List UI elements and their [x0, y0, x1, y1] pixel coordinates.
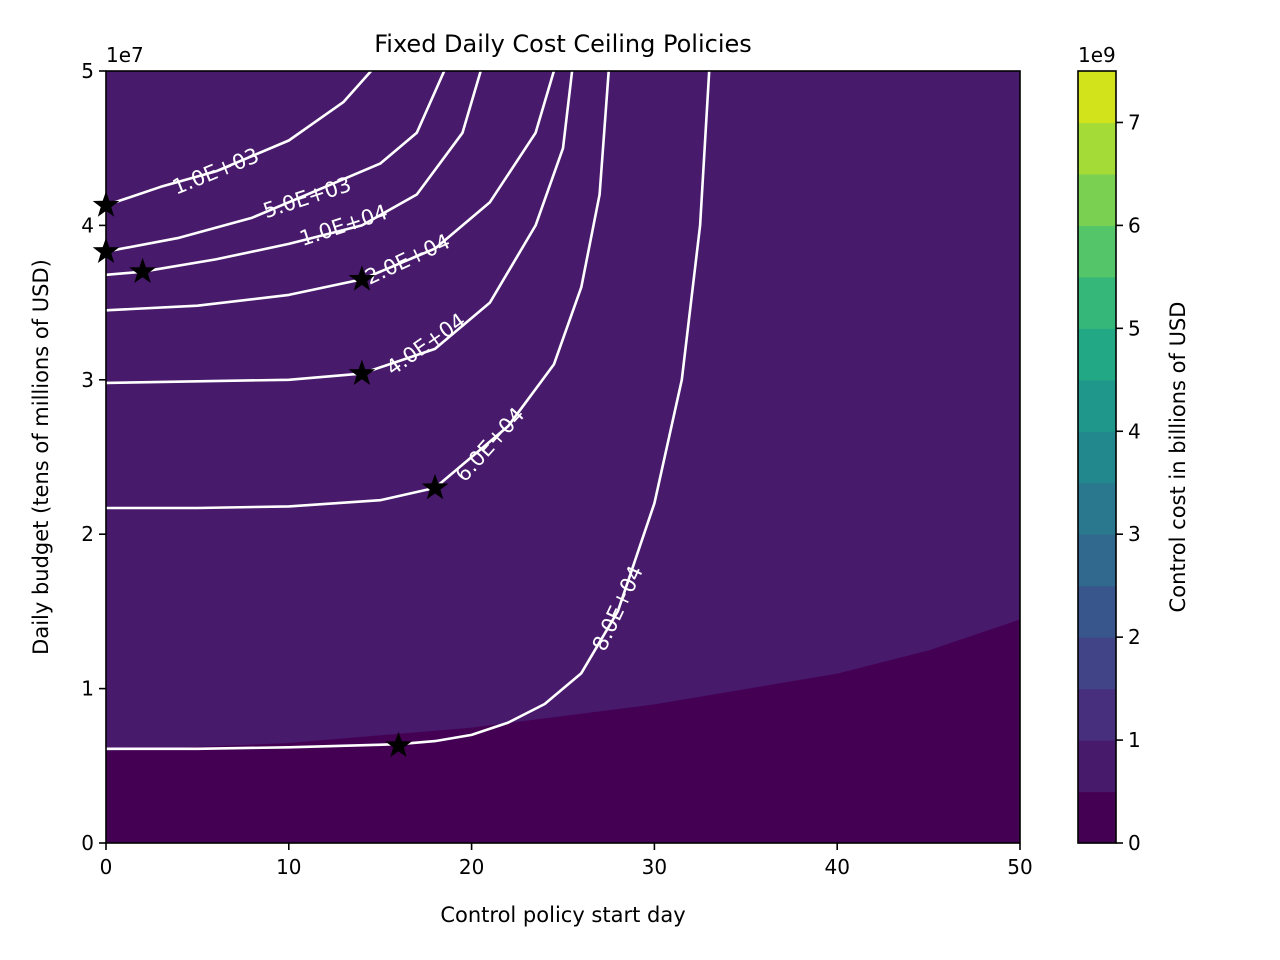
colorbar-tick-label: 3: [1128, 522, 1141, 546]
y-tick-label: 2: [81, 522, 94, 546]
colorbar-tick-label: 2: [1128, 625, 1141, 649]
colorbar-segment: [1078, 585, 1116, 638]
colorbar-segment: [1078, 482, 1116, 535]
star-marker: [421, 473, 449, 500]
star-marker: [385, 731, 412, 758]
y-tick-label: 3: [81, 368, 94, 392]
colorbar-offset-label: 1e9: [1078, 43, 1116, 67]
contour-line: [106, 71, 446, 253]
colorbar-segment: [1078, 225, 1116, 278]
star-marker: [348, 359, 376, 385]
colorbar: 0 1 2 3 4 5 6 7: [1077, 70, 1141, 855]
colorbar-tick-label: 6: [1128, 213, 1141, 237]
x-tick-label: 50: [1007, 855, 1032, 879]
colorbar-segment: [1078, 534, 1116, 587]
contour-line: [106, 71, 556, 312]
y-tick-label: 4: [81, 213, 94, 237]
plot-frame: [105, 70, 1021, 844]
colorbar-segment: [1078, 688, 1116, 741]
colorbar-segment: [1078, 379, 1116, 432]
colorbar-segment: [1078, 276, 1116, 329]
star-marker: [348, 265, 376, 291]
colorbar-segment: [1078, 328, 1116, 381]
colorbar-segment: [1078, 791, 1116, 844]
contour-line: [106, 71, 610, 510]
colorbar-tick-label: 0: [1128, 831, 1141, 855]
y-tick-label: 5: [81, 59, 94, 83]
colorbar-segment: [1078, 122, 1116, 175]
x-tick-label: 0: [100, 855, 113, 879]
x-axis-label: Control policy start day: [440, 903, 685, 927]
chart-title: Fixed Daily Cost Ceiling Policies: [374, 30, 752, 58]
colorbar-tick-label: 4: [1128, 419, 1141, 443]
x-tick-label: 30: [642, 855, 667, 879]
colorbar-segment: [1078, 431, 1116, 484]
colorbar-tick-label: 5: [1128, 316, 1141, 340]
colorbar-segment: [1078, 740, 1116, 793]
contour-band: [106, 71, 1020, 751]
y-offset-label: 1e7: [106, 43, 144, 67]
colorbar-label: Control cost in billions of USD: [1166, 302, 1190, 613]
y-tick-label: 0: [81, 831, 94, 855]
colorbar-tick-label: 7: [1128, 110, 1141, 134]
contour-line: [106, 71, 711, 751]
contour-line: [106, 71, 574, 385]
colorbar-segment: [1078, 71, 1116, 124]
star-marker: [129, 257, 156, 283]
colorbar-segment: [1078, 637, 1116, 690]
colorbar-tick-label: 1: [1128, 728, 1141, 752]
x-tick-label: 40: [824, 855, 849, 879]
y-axis: 0 1 2 3 4 5: [81, 59, 106, 855]
x-axis: 0 10 20 30 40 50: [100, 843, 1033, 879]
y-axis-label: Daily budget (tens of millions of USD): [29, 259, 53, 655]
y-tick-label: 1: [81, 677, 94, 701]
colorbar-segment: [1078, 173, 1116, 226]
contour-line: [106, 71, 373, 207]
contour-line: [106, 71, 482, 277]
x-tick-label: 20: [459, 855, 484, 879]
plot-area: 1.0E+035.0E+031.0E+042.0E+044.0E+046.0E+…: [92, 70, 1021, 844]
x-tick-label: 10: [276, 855, 301, 879]
colorbar-frame: [1077, 70, 1117, 844]
